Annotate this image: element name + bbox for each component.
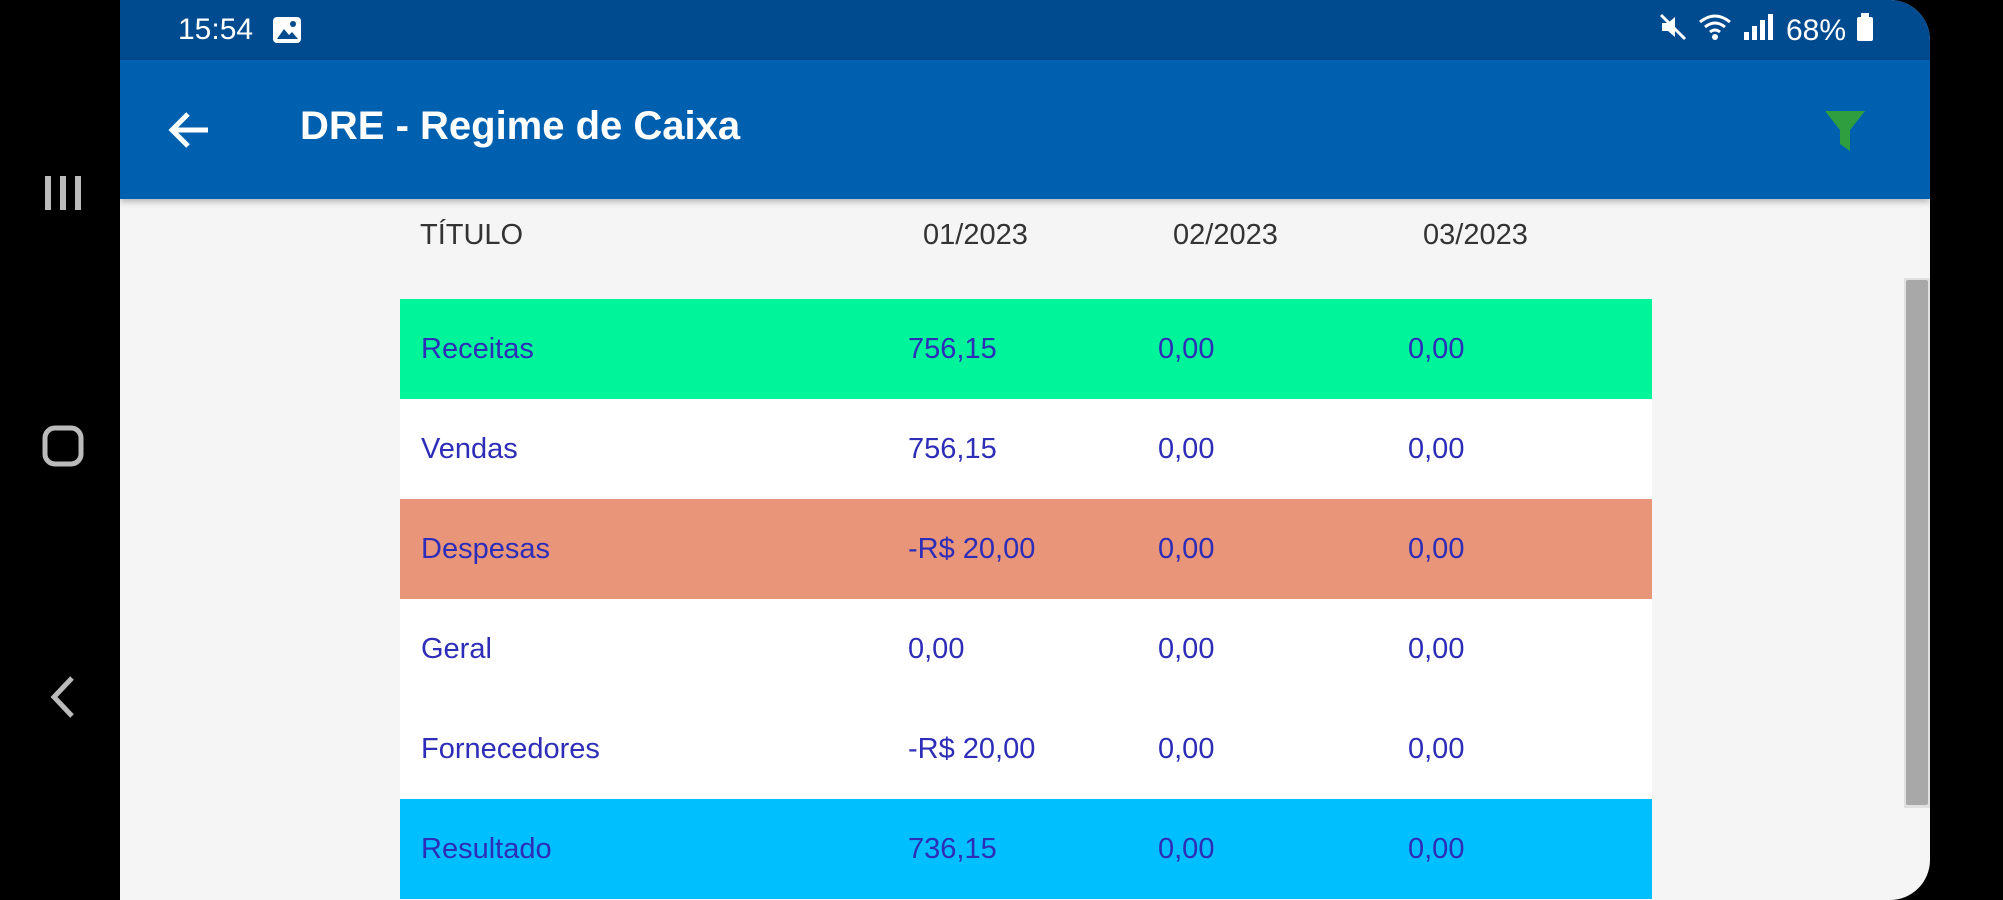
row-title: Despesas bbox=[421, 533, 550, 565]
row-title: Fornecedores bbox=[421, 733, 600, 765]
back-nav-icon[interactable] bbox=[38, 672, 88, 722]
table-header: TÍTULO 01/2023 02/2023 03/2023 bbox=[420, 219, 1672, 279]
row-title: Receitas bbox=[421, 333, 534, 365]
header-month-3: 03/2023 bbox=[1423, 219, 1528, 251]
row-value-month-3: 0,00 bbox=[1408, 633, 1465, 665]
row-value-month-1: 756,15 bbox=[908, 333, 997, 365]
row-value-month-2: 0,00 bbox=[1158, 733, 1215, 765]
row-value-month-1: 756,15 bbox=[908, 433, 997, 465]
dre-table: TÍTULO 01/2023 02/2023 03/2023 Receitas … bbox=[120, 199, 1930, 900]
scrollbar-thumb[interactable] bbox=[1906, 280, 1928, 805]
row-value-month-1: -R$ 20,00 bbox=[908, 733, 1036, 765]
signal-icon bbox=[1742, 12, 1776, 50]
row-value-month-2: 0,00 bbox=[1158, 333, 1215, 365]
table-row[interactable]: Geral 0,00 0,00 0,00 bbox=[400, 599, 1652, 699]
table-row[interactable]: Resultado 736,15 0,00 0,00 bbox=[400, 799, 1652, 899]
row-value-month-1: -R$ 20,00 bbox=[908, 533, 1036, 565]
table-row[interactable]: Despesas -R$ 20,00 0,00 0,00 bbox=[400, 499, 1652, 599]
status-icons: 68% bbox=[1658, 12, 1874, 50]
row-value-month-3: 0,00 bbox=[1408, 433, 1465, 465]
status-time: 15:54 bbox=[178, 13, 254, 46]
battery-level: 68% bbox=[1785, 14, 1846, 47]
table-row[interactable]: Vendas 756,15 0,00 0,00 bbox=[400, 399, 1652, 499]
header-month-2: 02/2023 bbox=[1173, 219, 1278, 251]
row-value-month-1: 0,00 bbox=[908, 633, 965, 665]
header-titulo: TÍTULO bbox=[420, 219, 524, 251]
filter-button[interactable] bbox=[1820, 106, 1870, 156]
row-value-month-2: 0,00 bbox=[1158, 833, 1215, 865]
page-title: DRE - Regime de Caixa bbox=[300, 104, 741, 148]
row-value-month-3: 0,00 bbox=[1408, 833, 1465, 865]
image-icon bbox=[272, 16, 302, 52]
arrow-left-icon bbox=[168, 112, 208, 148]
app-bar: DRE - Regime de Caixa bbox=[120, 60, 1930, 199]
system-nav-bar bbox=[0, 0, 120, 900]
wifi-icon bbox=[1698, 12, 1732, 50]
table-row[interactable]: Receitas 756,15 0,00 0,00 bbox=[400, 299, 1652, 399]
row-value-month-2: 0,00 bbox=[1158, 433, 1215, 465]
table-row[interactable]: Fornecedores -R$ 20,00 0,00 0,00 bbox=[400, 699, 1652, 799]
row-title: Geral bbox=[421, 633, 492, 665]
app-screen: 15:54 68% DRE - Regime de Caixa bbox=[120, 0, 1930, 900]
home-icon[interactable] bbox=[38, 421, 88, 471]
row-value-month-3: 0,00 bbox=[1408, 533, 1465, 565]
row-value-month-2: 0,00 bbox=[1158, 533, 1215, 565]
mute-icon bbox=[1658, 12, 1688, 50]
battery-icon bbox=[1856, 12, 1874, 50]
row-value-month-2: 0,00 bbox=[1158, 633, 1215, 665]
row-value-month-1: 736,15 bbox=[908, 833, 997, 865]
filter-icon bbox=[1825, 111, 1865, 151]
status-bar: 15:54 68% bbox=[120, 0, 1930, 60]
row-value-month-3: 0,00 bbox=[1408, 333, 1465, 365]
row-title: Resultado bbox=[421, 833, 552, 865]
recent-apps-icon[interactable] bbox=[38, 168, 88, 218]
back-button[interactable] bbox=[164, 104, 216, 156]
row-title: Vendas bbox=[421, 433, 518, 465]
row-value-month-3: 0,00 bbox=[1408, 733, 1465, 765]
header-month-1: 01/2023 bbox=[923, 219, 1028, 251]
